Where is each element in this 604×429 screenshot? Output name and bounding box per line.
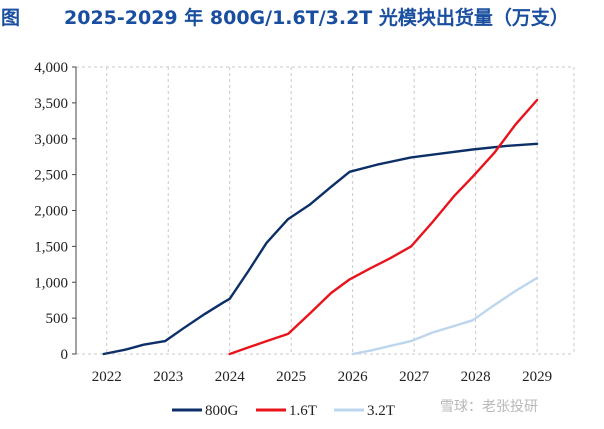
x-tick-label: 2028 (461, 369, 491, 385)
series-line-3.2T (351, 276, 539, 356)
y-tick-label: 2,500 (34, 168, 68, 184)
legend-label-800G: 800G (205, 403, 239, 419)
x-tick-label: 2022 (92, 369, 122, 385)
tick-labels: 0 500 1,000 1,500 2,000 2,500 3,000 3,500 4,000 2… (34, 60, 552, 385)
legend-label-3.2T: 3.2T (367, 403, 395, 419)
x-tick-label: 2027 (399, 369, 430, 385)
y-tick-label: 1,500 (34, 239, 68, 255)
y-tick-label: 3,000 (34, 132, 68, 148)
chart-title: 2025-2029 年 800G/1.6T/3.2T 光模块出货量（万支） (64, 7, 569, 29)
watermark-text: 雪球：老张投研 (440, 399, 538, 415)
x-tick-label: 2029 (522, 369, 552, 385)
x-tick-label: 2025 (276, 369, 306, 385)
y-tick-label: 1,000 (34, 275, 68, 291)
y-tick-label: 2,000 (34, 204, 68, 220)
grid-lines (76, 66, 575, 354)
series-line-1.6T (228, 98, 539, 356)
series-line-800G (102, 142, 539, 356)
y-tick-label: 0 (61, 347, 69, 363)
y-tick-label: 500 (46, 311, 69, 327)
figure-label: 图 (1, 7, 21, 29)
x-tick-label: 2024 (215, 369, 246, 385)
series-lines (102, 98, 539, 356)
y-tick-label: 4,000 (34, 60, 68, 76)
y-tick-label: 3,500 (34, 96, 68, 112)
legend-label-1.6T: 1.6T (289, 403, 317, 419)
legend: 800G 1.6T 3.2T (172, 403, 395, 419)
x-tick-label: 2026 (338, 369, 369, 385)
x-tick-label: 2023 (153, 369, 183, 385)
axes (72, 66, 574, 355)
